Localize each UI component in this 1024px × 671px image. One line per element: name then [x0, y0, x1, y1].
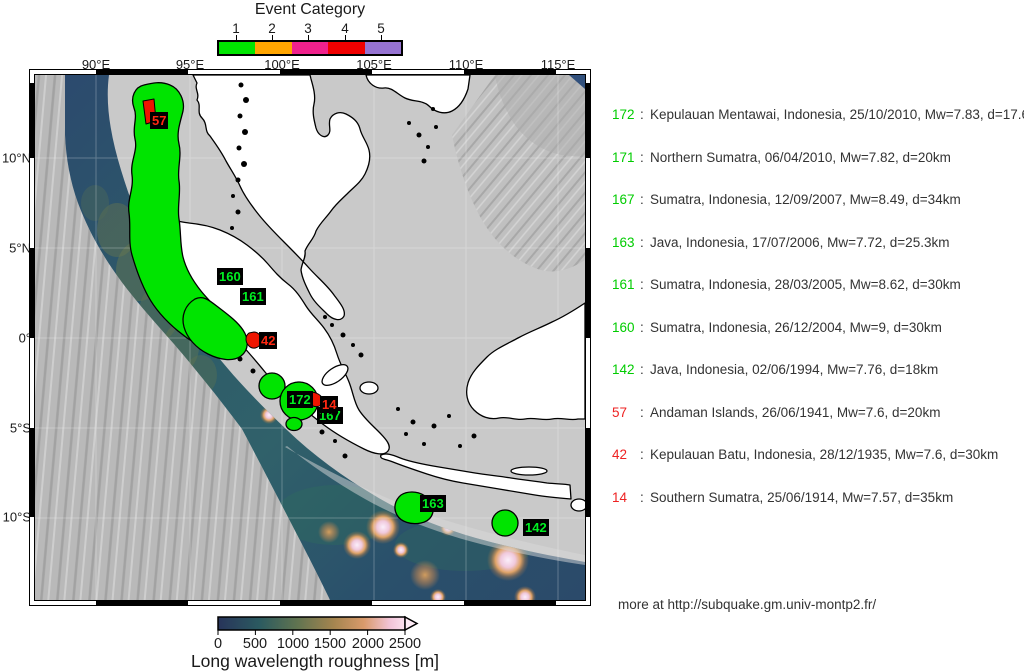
legend-id: 142: [612, 362, 635, 377]
legend-item-172: 172: Kepulauan Mentawai, Indonesia, 25/10…: [612, 107, 1024, 124]
roughness-scale-title: Long wavelength roughness [m]: [190, 651, 440, 671]
lat-label-10S: 10°S: [2, 509, 31, 525]
legend-id: 57: [612, 405, 628, 420]
category-scale-title: Event Category: [254, 1, 366, 18]
legend-item-14: 14: Southern Sumatra, 25/06/1914, Mw=7.57…: [612, 490, 954, 505]
category-tick-1: 1: [232, 21, 240, 36]
lat-label-0: 0°: [18, 330, 31, 346]
roughness-colorbar: [217, 615, 419, 635]
category-tick-4: 4: [341, 21, 349, 36]
legend-id: 14: [612, 490, 628, 505]
map-label-42: 42: [259, 332, 278, 349]
source-url: more at http://subquake.gm.univ-montp2.f…: [618, 597, 877, 612]
lat-label-10N: 10°N: [1, 150, 31, 166]
land-madura: [510, 466, 548, 476]
legend-id: 42: [612, 447, 628, 462]
category-tickmark: [236, 35, 237, 40]
legend-item-161: 161: Sumatra, Indonesia, 28/03/2005, Mw=8…: [612, 277, 961, 292]
category-color-5: [364, 42, 402, 54]
rupture-zone-167: [285, 416, 303, 432]
category-tick-2: 2: [268, 21, 276, 36]
category-tickmark: [272, 35, 273, 40]
roughness-tick-500: 500: [242, 636, 268, 652]
seafloor-relief-sw: [35, 75, 330, 600]
category-tick-5: 5: [377, 21, 385, 36]
lon-label-90E: 90°E: [81, 57, 111, 72]
category-color-1: [219, 42, 256, 54]
land-belitung: [359, 381, 379, 395]
legend-text: Andaman Islands, 26/06/1941, Mw=7.6, d=2…: [650, 405, 941, 420]
legend-item-163: 163: Java, Indonesia, 17/07/2006, Mw=7.72…: [612, 235, 950, 250]
land-bali: [570, 498, 585, 512]
legend-text: Southern Sumatra, 25/06/1914, Mw=7.57, d…: [650, 490, 954, 505]
rupture-zone-172a: [258, 372, 286, 400]
legend-item-57: 57: Andaman Islands, 26/06/1941, Mw=7.6, …: [612, 405, 941, 420]
rupture-zone-142: [491, 509, 519, 537]
roughness-tick-1500: 1500: [313, 636, 347, 652]
category-tick-3: 3: [304, 21, 312, 36]
category-tickmark: [308, 35, 309, 40]
legend-item-142: 142: Java, Indonesia, 02/06/1994, Mw=7.76…: [612, 362, 939, 377]
category-colorbar: [217, 40, 403, 56]
land-malay-peninsula: [192, 75, 371, 321]
lon-label-100E: 100°E: [264, 57, 300, 72]
legend-item-167: 167: Sumatra, Indonesia, 12/09/2007, Mw=8…: [612, 192, 961, 207]
category-color-3: [291, 42, 329, 54]
category-tickmark: [345, 35, 346, 40]
land-borneo: [466, 302, 585, 421]
lon-label-105E: 105°E: [356, 57, 392, 72]
roughness-band: [65, 75, 585, 600]
map-image: [29, 69, 591, 606]
lon-label-115E: 115°E: [540, 57, 576, 72]
legend-text: Northern Sumatra, 06/04/2010, Mw=7.82, d…: [650, 150, 951, 165]
land-java: [379, 453, 572, 500]
land-bangka: [321, 364, 349, 386]
legend-item-42: 42: Kepulauan Batu, Indonesia, 28/12/1935…: [612, 447, 999, 462]
legend-id: 160: [612, 320, 635, 335]
roughness-tick-2500: 2500: [388, 636, 422, 652]
roughness-texture: [75, 185, 555, 600]
legend-text: Sumatra, Indonesia, 28/03/2005, Mw=8.62,…: [650, 277, 961, 292]
graticule: [35, 75, 585, 600]
map-label-161: 161: [240, 288, 266, 305]
rupture-zone-161: [182, 296, 248, 361]
category-color-4: [328, 42, 365, 54]
legend-item-160: 160: Sumatra, Indonesia, 26/12/2004, Mw=9…: [612, 320, 942, 335]
legend-text: Java, Indonesia, 17/07/2006, Mw=7.72, d=…: [650, 235, 950, 250]
lon-label-110E: 110°E: [448, 57, 484, 72]
legend-id: 167: [612, 192, 635, 207]
legend-text: Sumatra, Indonesia, 12/09/2007, Mw=8.49,…: [650, 192, 961, 207]
map-label-57: 57: [150, 112, 169, 129]
legend-item-171: 171: Northern Sumatra, 06/04/2010, Mw=7.8…: [612, 150, 951, 165]
roughness-tick-2000: 2000: [351, 636, 385, 652]
legend-id: 161: [612, 277, 635, 292]
map-label-172: 172: [287, 391, 313, 408]
map-label-142: 142: [523, 519, 549, 536]
legend-text: Kepulauan Mentawai, Indonesia, 25/10/201…: [650, 107, 1024, 122]
lon-label-95E: 95°E: [175, 57, 205, 72]
legend-id: 172: [612, 107, 635, 122]
category-tickmark: [381, 35, 382, 40]
map-label-14: 14: [320, 396, 339, 413]
lat-label-5S: 5°S: [9, 420, 31, 436]
land-indochina: [365, 75, 471, 114]
map-label-160: 160: [217, 268, 243, 285]
map-label-163: 163: [420, 495, 446, 512]
roughness-tick-1000: 1000: [276, 636, 310, 652]
lat-label-5N: 5°N: [9, 240, 31, 256]
legend-id: 171: [612, 150, 635, 165]
legend-id: 163: [612, 235, 635, 250]
category-color-2: [255, 42, 292, 54]
roughness-tick-0: 0: [213, 636, 223, 652]
map-frame: [29, 69, 591, 606]
legend-text: Kepulauan Batu, Indonesia, 28/12/1935, M…: [650, 447, 999, 462]
legend-text: Java, Indonesia, 02/06/1994, Mw=7.76, d=…: [650, 362, 939, 377]
legend-text: Sumatra, Indonesia, 26/12/2004, Mw=9, d=…: [650, 320, 942, 335]
